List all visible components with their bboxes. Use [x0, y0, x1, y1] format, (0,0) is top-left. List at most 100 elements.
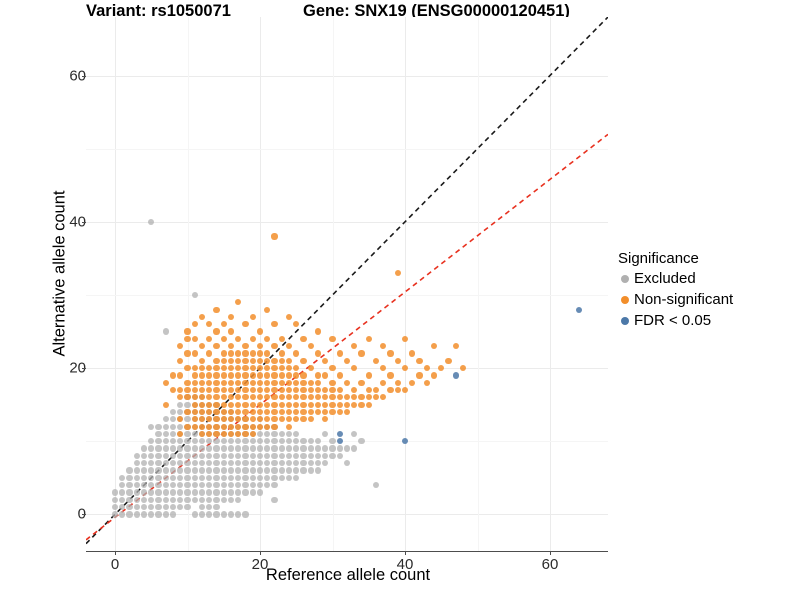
data-point: [394, 357, 401, 364]
data-point: [256, 430, 264, 438]
data-point: [235, 474, 242, 481]
data-point: [336, 445, 343, 452]
legend-item-non-significant[interactable]: Non-significant: [618, 289, 798, 310]
data-point: [430, 343, 438, 350]
data-point: [198, 482, 206, 489]
data-point: [206, 467, 213, 474]
data-point: [264, 408, 271, 416]
data-point: [198, 372, 206, 379]
data-point: [213, 306, 220, 313]
data-point: [213, 343, 220, 350]
data-point: [271, 423, 278, 430]
data-point: [322, 452, 329, 459]
data-point: [198, 496, 206, 503]
data-point: [416, 357, 423, 364]
data-point: [351, 394, 358, 401]
data-point: [177, 357, 184, 364]
data-point: [162, 460, 169, 467]
data-point: [198, 423, 206, 430]
data-point: [220, 372, 227, 379]
data-point: [256, 365, 264, 372]
data-point: [133, 452, 140, 459]
data-point: [271, 343, 278, 350]
data-point: [235, 445, 242, 452]
data-point: [249, 467, 256, 474]
data-point: [213, 496, 220, 503]
data-point: [322, 430, 329, 438]
data-point: [322, 401, 329, 408]
data-point: [351, 430, 358, 438]
data-point: [285, 408, 293, 416]
data-point: [372, 357, 380, 364]
data-point: [155, 423, 162, 430]
data-point: [256, 467, 264, 474]
data-point: [242, 423, 249, 430]
data-point: [133, 460, 140, 467]
data-point: [242, 357, 249, 364]
data-point: [148, 482, 155, 489]
x-axis-label: Reference allele count: [265, 566, 431, 584]
data-point: [372, 394, 380, 401]
data-point: [191, 350, 198, 357]
data-point: [343, 445, 351, 452]
data-point: [256, 445, 264, 452]
data-point: [227, 365, 235, 372]
data-point: [249, 372, 256, 379]
legend-swatch-icon: [618, 295, 632, 304]
gridline-y-50: [86, 148, 608, 150]
data-point: [278, 408, 285, 416]
data-point: [300, 460, 307, 467]
data-point: [387, 372, 394, 379]
data-point: [336, 408, 343, 416]
data-point: [235, 452, 242, 459]
data-point: [264, 416, 271, 423]
data-point: [206, 489, 213, 496]
data-point: [242, 372, 249, 379]
data-point: [300, 416, 307, 423]
data-point: [300, 401, 307, 408]
data-point: [242, 401, 249, 408]
x-tick-label-0: 0: [110, 556, 120, 573]
data-point: [285, 445, 293, 452]
data-point: [336, 438, 343, 445]
data-point: [191, 386, 198, 394]
data-point: [162, 452, 169, 459]
data-point: [271, 408, 278, 416]
data-point: [213, 372, 220, 379]
data-point: [278, 365, 285, 372]
data-point: [191, 467, 198, 474]
data-point: [242, 343, 249, 350]
data-point: [285, 423, 293, 430]
data-point: [155, 504, 162, 511]
data-point: [162, 430, 169, 438]
data-point: [271, 379, 278, 386]
data-point: [242, 379, 249, 386]
data-point: [169, 482, 177, 489]
x-axis-line: [86, 551, 608, 552]
data-point: [206, 511, 213, 518]
data-point: [256, 357, 264, 364]
data-point: [220, 452, 227, 459]
data-point: [314, 379, 322, 386]
data-point: [235, 482, 242, 489]
data-point: [177, 386, 184, 394]
data-point: [169, 452, 177, 459]
data-point: [213, 401, 220, 408]
data-point: [264, 452, 271, 459]
data-point: [285, 386, 293, 394]
data-point: [162, 438, 169, 445]
legend-item-fdr-0-05[interactable]: FDR < 0.05: [618, 310, 798, 331]
data-point: [177, 482, 184, 489]
data-point: [177, 504, 184, 511]
data-point: [300, 335, 307, 342]
data-point: [242, 386, 249, 394]
legend-item-label: Non-significant: [634, 291, 734, 308]
data-point: [264, 482, 271, 489]
data-point: [227, 408, 235, 416]
data-point: [220, 416, 227, 423]
legend-item-label: Excluded: [634, 270, 696, 287]
data-point: [133, 474, 140, 481]
data-point: [169, 438, 177, 445]
legend-item-excluded[interactable]: Excluded: [618, 268, 798, 289]
data-point: [256, 386, 264, 394]
